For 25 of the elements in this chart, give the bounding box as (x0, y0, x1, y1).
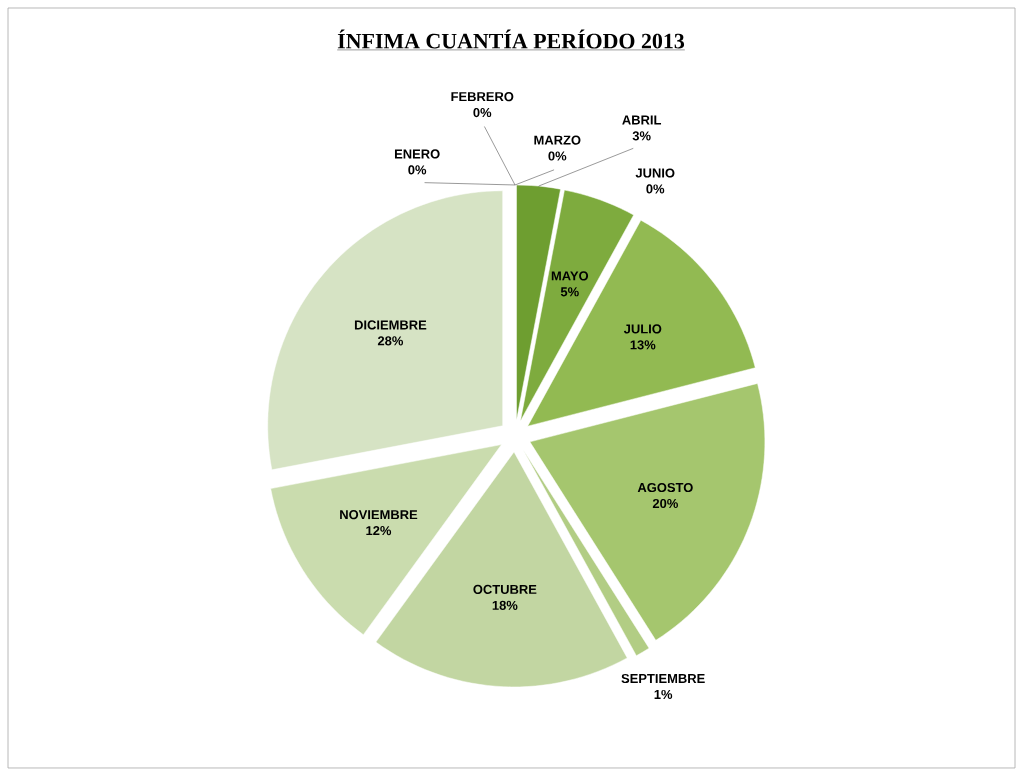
data-label: 20% (652, 498, 678, 509)
text: 0% (473, 107, 492, 118)
data-label: 3% (632, 131, 651, 141)
slice-label: DICIEMBRE (354, 320, 427, 330)
slice-label: JULIO (623, 324, 662, 334)
data-label: 1% (654, 689, 673, 699)
slice-label: OCTUBRE (473, 584, 537, 594)
slice-label: SEPTIEMBRE (621, 673, 705, 684)
data-label: 13% (630, 340, 656, 350)
category-label: FEBRERO (451, 92, 514, 102)
slice-label: MAYO (551, 271, 589, 281)
category-label: JUNIO (635, 168, 675, 178)
chart-title: ÍNFIMA CUANTÍA PERÍODO 2013 (337, 29, 685, 49)
slice-label: AGOSTO (637, 482, 693, 493)
slice-label: ABRIL (622, 115, 662, 125)
text: 0% (548, 151, 567, 161)
category-label: ENERO (394, 149, 440, 159)
text: 0% (646, 184, 665, 194)
data-label: 18% (492, 600, 518, 610)
data-label: 5% (560, 287, 579, 297)
data-label: 28% (377, 336, 404, 346)
category-label: MARZO (534, 135, 581, 145)
slice-label: NOVIEMBRE (340, 510, 418, 520)
text: 0% (408, 165, 427, 175)
data-label: 12% (366, 526, 392, 536)
